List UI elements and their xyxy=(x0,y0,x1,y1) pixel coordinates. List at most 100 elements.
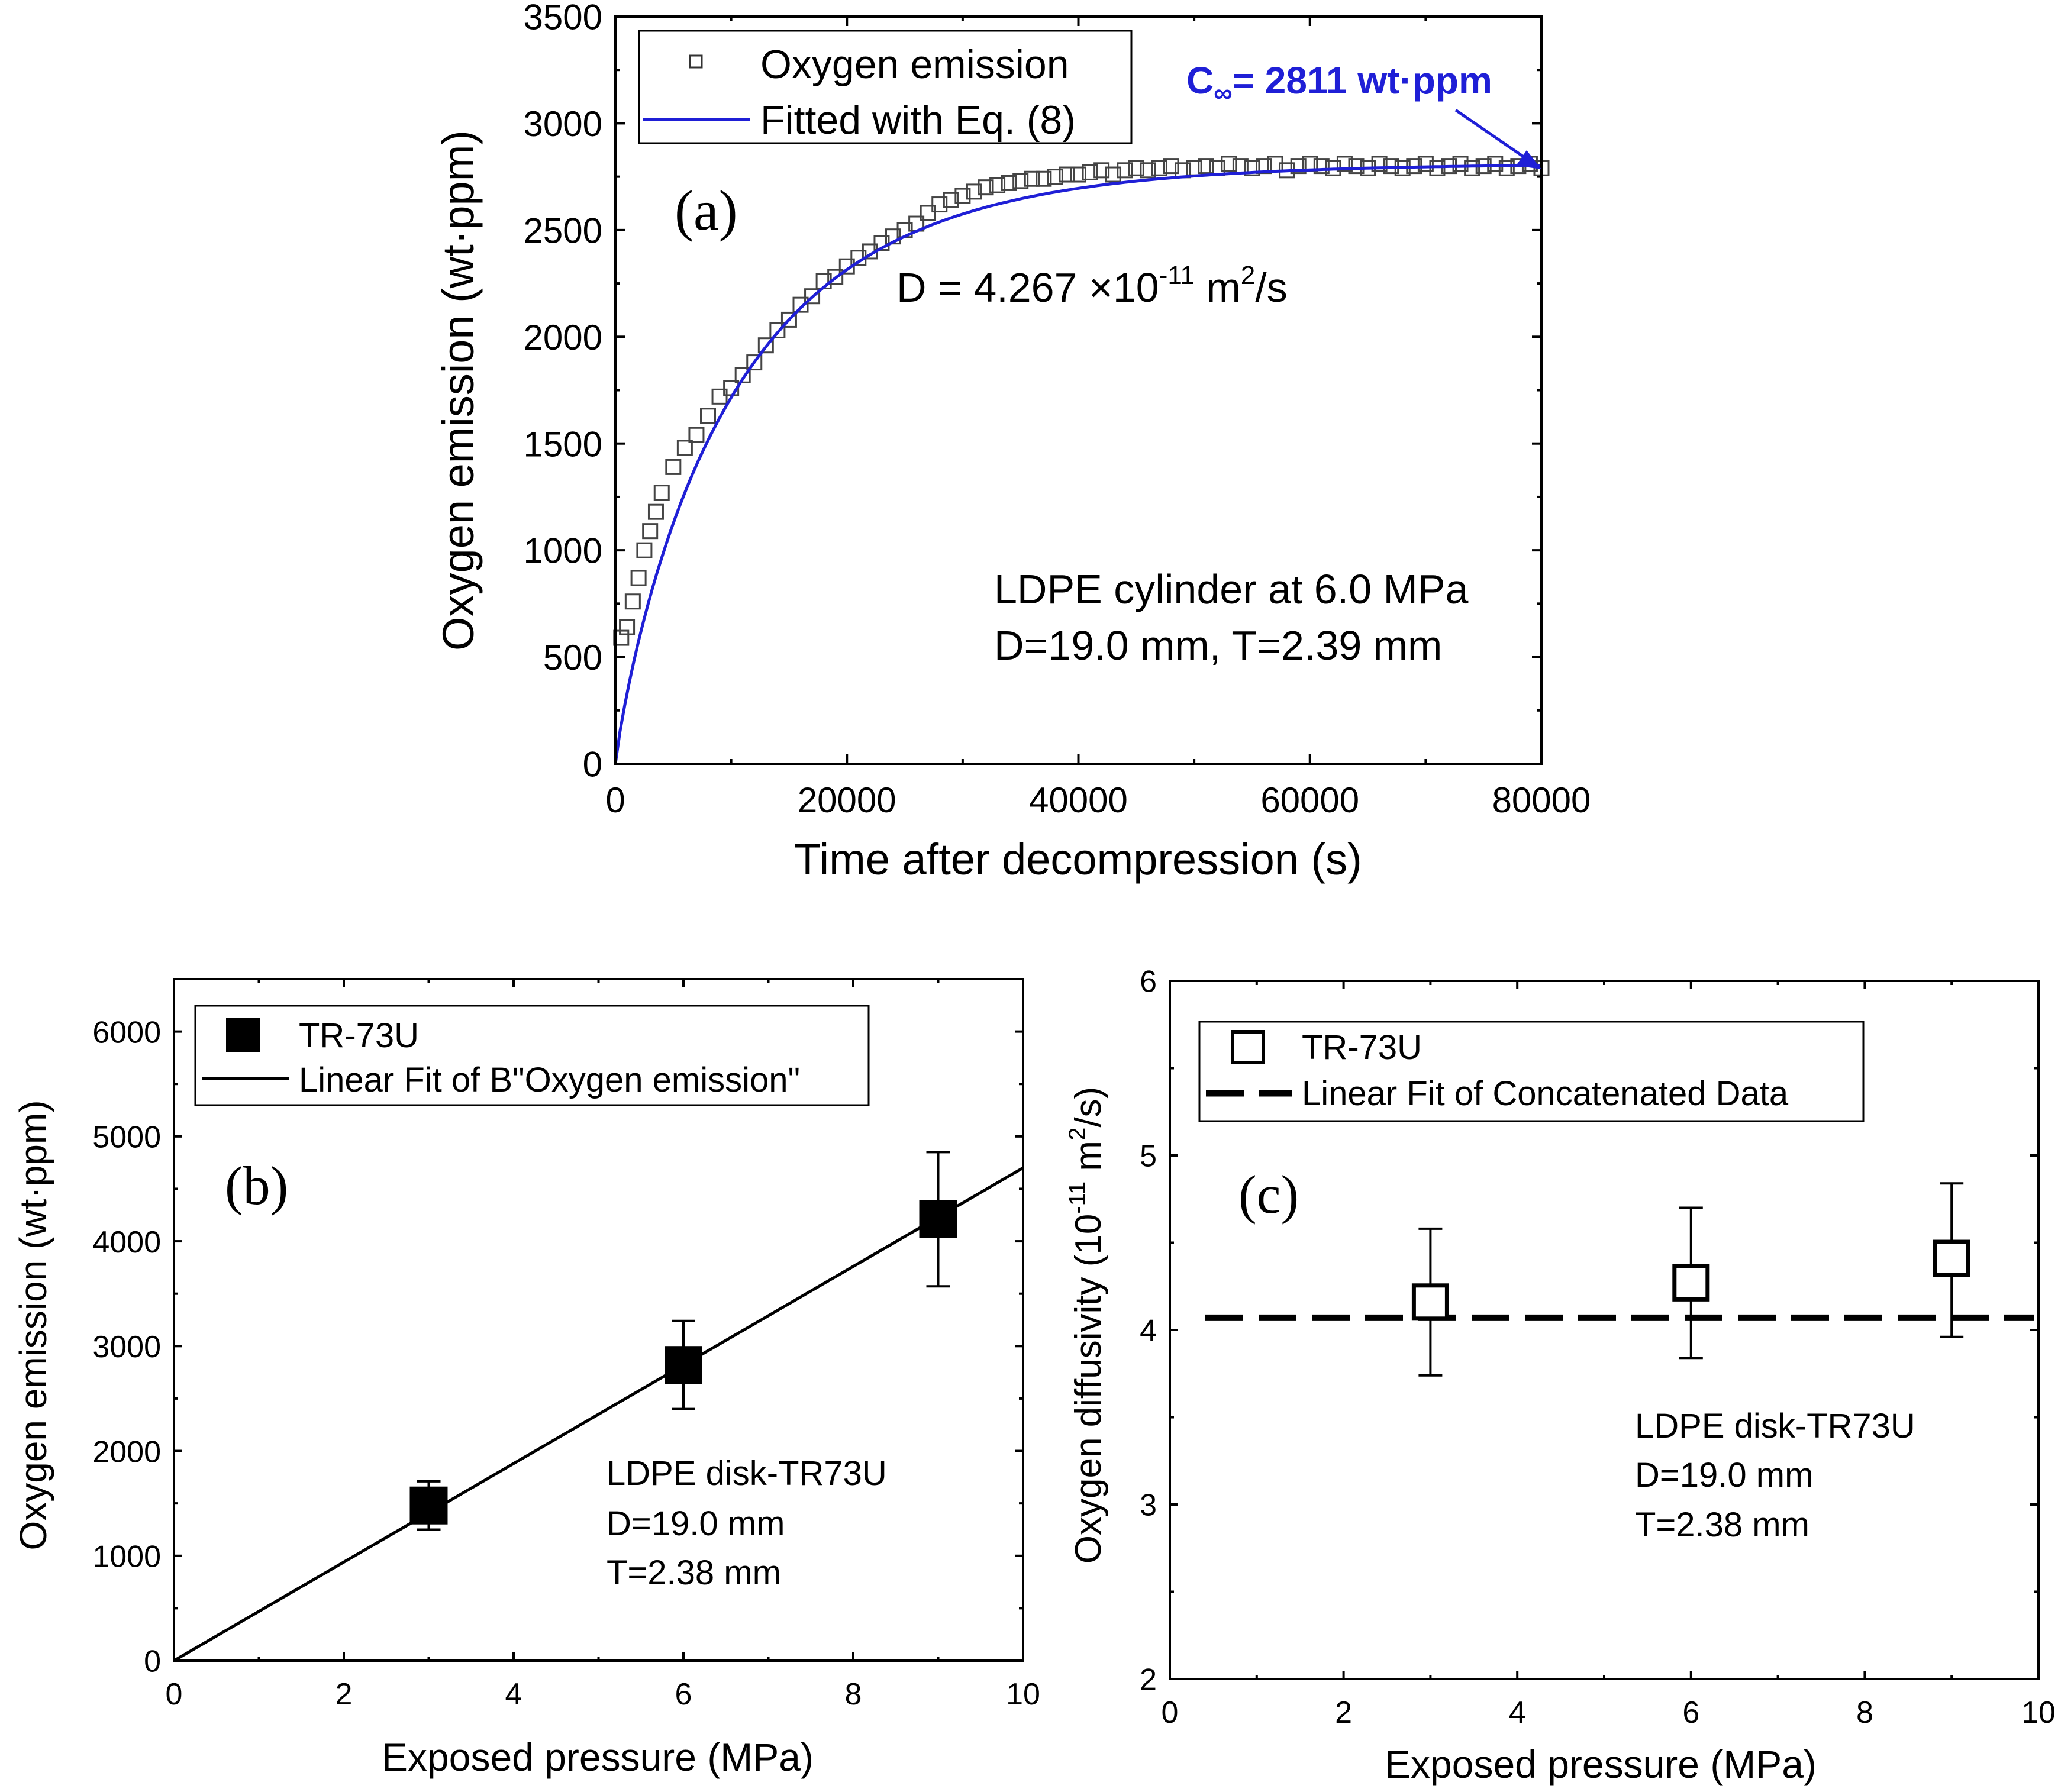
data-point xyxy=(780,311,797,328)
panel-b-sample-line3: T=2.38 mm xyxy=(607,1554,781,1592)
data-point xyxy=(746,354,763,371)
panel-c-sample-line2: D=19.0 mm xyxy=(1635,1456,1813,1494)
data-point xyxy=(1452,156,1469,172)
data-point xyxy=(920,205,936,221)
panel-c-xlabel: Exposed pressure (MPa) xyxy=(1385,1742,1817,1786)
panel-b-data xyxy=(409,1151,957,1531)
y-tick-label: 3500 xyxy=(524,0,602,37)
panel-b-legend-box xyxy=(194,1005,870,1106)
data-point xyxy=(653,485,670,501)
x-tick-label: 6 xyxy=(1682,1696,1699,1730)
data-point xyxy=(954,188,971,204)
panel-b-xlabel: Exposed pressure (MPa) xyxy=(382,1735,814,1779)
panel-c-label: (c) xyxy=(1238,1164,1299,1225)
y-tick-label: 3000 xyxy=(92,1330,161,1364)
panel-b-legend: TR-73U Linear Fit of B"Oxygen emission" xyxy=(194,1005,870,1106)
panel-b-axes-frame xyxy=(173,978,1024,1662)
x-tick-label: 10 xyxy=(1006,1677,1040,1712)
data-point xyxy=(1244,160,1260,176)
panel-b-label: (b) xyxy=(225,1155,288,1216)
data-point xyxy=(1151,160,1167,176)
data-point xyxy=(1336,156,1353,172)
data-point xyxy=(734,367,751,383)
data-point xyxy=(665,1346,702,1384)
panel-c-ylabel: Oxygen diffusivity (10-11 m2/s) xyxy=(1065,1087,1109,1564)
panel-a-diffusivity-note: D = 4.267 ×10-11 m2/s xyxy=(896,261,1288,311)
panel-b-legend-marker-square xyxy=(226,1018,260,1052)
y-tick-label: 3000 xyxy=(524,104,602,144)
y-tick-label: 0 xyxy=(583,745,602,784)
data-point xyxy=(619,619,636,635)
data-point xyxy=(1001,175,1017,191)
data-point xyxy=(1290,158,1307,175)
x-tick-label: 6 xyxy=(675,1677,692,1712)
x-tick-label: 4 xyxy=(1509,1696,1526,1730)
y-tick-label: 0 xyxy=(144,1645,161,1679)
data-point xyxy=(804,288,821,305)
y-tick-label: 6 xyxy=(1140,965,1157,999)
data-point xyxy=(931,196,948,213)
y-tick-label: 500 xyxy=(543,638,602,677)
panel-a-cinf-arrow xyxy=(1454,108,1531,163)
panel-a-cinf-note: C∞= 2811 wt·ppm xyxy=(1186,59,1492,108)
data-point xyxy=(647,503,664,520)
panel-c-legend-label-0: TR-73U xyxy=(1302,1028,1422,1067)
x-tick-label: 80000 xyxy=(1492,780,1591,820)
panel-b-fit-line xyxy=(173,1166,1024,1662)
x-tick-label: 60000 xyxy=(1260,780,1359,820)
data-point xyxy=(613,629,630,646)
panel-b: 0 2 4 6 8 10 0 1000 2000 3000 4000 5000 6000 Exposed… xyxy=(12,978,1040,1779)
y-tick-label: 1500 xyxy=(524,424,602,464)
y-tick-label: 2000 xyxy=(524,318,602,357)
data-point xyxy=(700,408,716,424)
panel-c-legend-label-1: Linear Fit of Concatenated Data xyxy=(1302,1074,1789,1113)
panel-a-legend-label-1: Fitted with Eq. (8) xyxy=(760,98,1076,143)
panel-c-sample-line3: T=2.38 mm xyxy=(1635,1506,1809,1544)
data-point xyxy=(1933,1239,1970,1277)
data-point xyxy=(665,459,682,475)
y-tick-label: 2500 xyxy=(524,211,602,250)
data-point xyxy=(1012,173,1029,189)
data-point xyxy=(1036,170,1052,187)
panel-b-legend-label-0: TR-73U xyxy=(299,1016,419,1055)
panel-a: 0 20000 40000 60000 80000 0 500 1000 1500 2000 250… xyxy=(434,0,1591,884)
data-point xyxy=(1082,164,1098,180)
panel-a-xlabel: Time after decompression (s) xyxy=(794,835,1362,884)
panel-a-ticks: 0 20000 40000 60000 80000 0 500 1000 1500 2000 250… xyxy=(524,0,1591,820)
data-point xyxy=(966,183,982,200)
data-point xyxy=(642,523,659,540)
x-tick-label: 2 xyxy=(1335,1696,1352,1730)
y-tick-label: 4 xyxy=(1140,1314,1157,1348)
data-point xyxy=(978,179,994,196)
data-point xyxy=(676,440,693,456)
panel-a-cinf-arrowhead xyxy=(1516,150,1541,169)
y-tick-label: 2 xyxy=(1140,1663,1157,1697)
panel-a-legend-marker-square xyxy=(689,54,703,69)
data-point xyxy=(636,542,653,558)
data-point xyxy=(1417,156,1434,172)
x-tick-label: 0 xyxy=(1162,1696,1179,1730)
panel-c-data xyxy=(1411,1182,1970,1377)
data-point xyxy=(1140,162,1156,179)
data-point xyxy=(1371,156,1388,172)
y-tick-label: 1000 xyxy=(92,1539,161,1574)
data-point xyxy=(1348,158,1365,175)
data-point xyxy=(1047,169,1063,185)
panel-c-legend: TR-73U Linear Fit of Concatenated Data xyxy=(1198,1021,1865,1122)
data-point xyxy=(1070,166,1086,183)
data-point xyxy=(1221,156,1237,172)
panel-c-legend-box xyxy=(1198,1021,1865,1122)
x-tick-label: 8 xyxy=(845,1677,862,1712)
x-tick-label: 8 xyxy=(1856,1696,1873,1730)
data-point xyxy=(1672,1264,1710,1302)
panel-c-legend-marker-square xyxy=(1231,1030,1265,1064)
y-tick-label: 2000 xyxy=(92,1435,161,1469)
x-tick-label: 2 xyxy=(336,1677,353,1712)
panel-b-legend-label-1: Linear Fit of B"Oxygen emission" xyxy=(299,1061,800,1099)
x-tick-label: 20000 xyxy=(798,780,896,820)
data-point xyxy=(919,1200,957,1238)
data-point xyxy=(630,570,647,586)
panel-a-legend-label-0: Oxygen emission xyxy=(760,42,1069,87)
